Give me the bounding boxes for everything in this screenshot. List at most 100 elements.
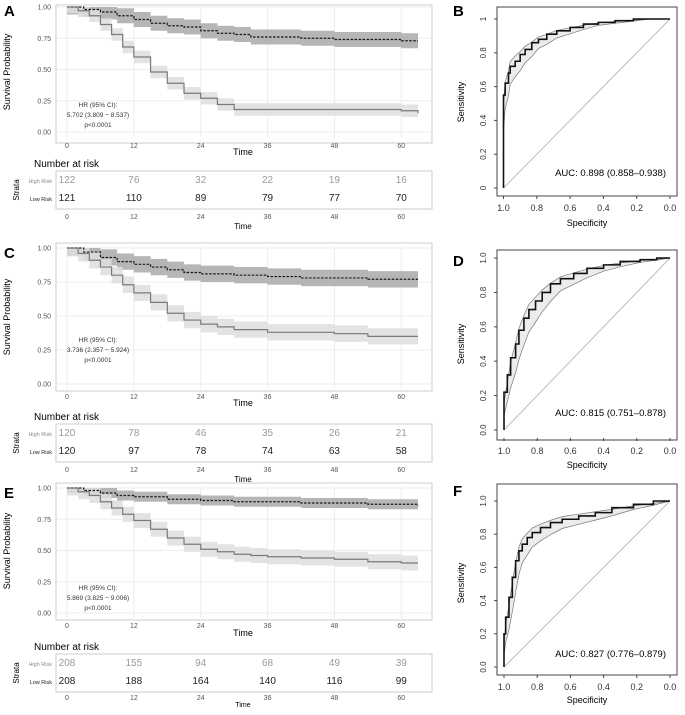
y-tick-labels: 0.00 0.25 0.50 0.75 1.00 [37,5,51,137]
y-tick-label: 0.00 [37,130,51,137]
y-tick-label: 1.00 [37,246,51,253]
roc-panel-b: B 0 0.2 0.4 0.6 0.8 1 1.0 0.8 0.6 0.4 0.2 0.0 Sens… [453,3,678,228]
x-tick-label: 0.2 [631,446,644,456]
roc-plot-frame [496,6,678,197]
roc-curve [502,18,670,188]
risk-count: 19 [329,175,341,186]
roc-plot-frame [496,249,678,441]
x-tick-label: 0.0 [664,682,677,692]
x-tick-label: 0 [65,394,69,401]
auc-label: AUC: 0.815 (0.751–0.878) [555,408,666,419]
y-tick-label: 1 [479,16,488,21]
risk-x-tick-label: 60 [397,695,405,702]
strata-label: Strata [12,662,21,684]
x-tick-label: 48 [331,143,339,150]
y-tick-label: 0.50 [37,548,51,555]
y-tick-labels: 0.00 0.25 0.50 0.75 1.00 [37,486,51,618]
risk-count: 74 [262,446,274,457]
x-tick-labels: 1.0 0.8 0.6 0.4 0.2 0.0 [498,675,677,692]
x-tick-labels: 1.0 0.8 0.6 0.4 0.2 0.0 [498,438,676,456]
risk-count: 21 [396,428,408,439]
auc-label: AUC: 0.898 (0.858–0.938) [555,168,666,179]
risk-x-tick-label: 12 [130,214,138,221]
risk-count: 58 [396,446,408,457]
risk-count: 116 [326,676,342,687]
risk-label-high: High Risk [28,432,52,438]
roc-line [502,18,670,188]
risk-count: 68 [262,658,274,669]
panel-label-a: A [4,3,15,20]
panel-label-b: B [453,3,464,20]
y-tick-label: 0.8 [479,528,488,540]
risk-count: 89 [195,193,207,204]
hr-value: 3.736 (2.357 − 5.924) [67,347,129,354]
y-tick-labels: 0.0 0.2 0.4 0.6 0.8 1.0 [479,495,497,673]
x-tick-label: 0.6 [564,203,577,213]
y-tick-label: 0.75 [37,280,51,287]
roc-plot-frame [496,483,678,676]
x-tick-label: 0.6 [564,446,577,456]
risk-label-low: Low Risk [30,197,53,203]
risk-table-title: Number at risk [34,412,100,423]
y-tick-labels: 0.00 0.25 0.50 0.75 1.00 [37,246,51,389]
risk-count: 97 [128,446,140,457]
diagonal-reference-line [503,18,671,189]
km-plot-frame [55,482,433,621]
y-tick-label: 0.25 [37,98,51,105]
survival-curves [67,487,419,564]
hr-title: HR (95% CI): [79,102,118,109]
x-tick-label: 12 [130,623,138,630]
x-tick-label: 60 [397,143,405,150]
x-tick-label: 60 [397,623,405,630]
confidence-bands [67,488,418,571]
survival-curves [67,6,419,114]
risk-count: 79 [262,193,274,204]
risk-table-frame [55,653,433,693]
roc-x-axis-label: Specificity [567,695,608,705]
x-tick-label: 0.8 [531,203,544,213]
risk-count: 70 [396,193,408,204]
y-tick-label: 0.8 [479,286,488,298]
risk-x-tick-labels: 0 12 24 36 48 60 [65,695,405,702]
risk-count: 208 [59,676,76,687]
risk-count: 63 [329,446,341,457]
risk-x-tick-label: 48 [331,214,339,221]
risk-count: 78 [128,428,140,439]
x-tick-labels: 0 12 24 36 48 60 [65,623,405,630]
y-tick-label: 1.00 [37,5,51,12]
p-value: p<0.0001 [84,122,112,129]
roc-curve [503,500,670,667]
x-tick-label: 36 [264,394,272,401]
y-tick-label: 0.25 [37,348,51,355]
risk-x-tick-label: 0 [65,467,69,474]
risk-count: 164 [192,676,209,687]
km-plot-frame [55,4,433,144]
y-tick-label: 1.0 [479,252,488,264]
y-tick-label: 0.4 [479,114,488,126]
x-tick-label: 48 [331,394,339,401]
risk-x-tick-label: 12 [130,467,138,474]
roc-x-axis-label: Specificity [567,460,608,470]
hr-title: HR (95% CI): [79,337,118,344]
roc-y-axis-label: Sensitivity [456,323,466,364]
x-tick-label: 1.0 [498,682,511,692]
y-tick-label: 1.0 [479,495,488,507]
risk-count: 76 [128,175,140,186]
high-risk-curve [67,6,419,114]
x-tick-label: 24 [197,143,205,150]
risk-count: 99 [396,676,408,687]
low-risk-band [67,488,418,511]
risk-x-tick-label: 24 [197,695,205,702]
km-y-axis-label: Survival Probability [2,512,12,589]
confidence-bands [67,7,418,120]
x-tick-labels: 0 12 24 36 48 60 [65,143,405,150]
low-risk-band [67,7,418,49]
x-tick-label: 0.4 [597,446,610,456]
y-tick-label: 0.0 [479,661,488,673]
y-tick-label: 0.0 [479,424,488,436]
y-tick-label: 0.00 [37,611,51,618]
roc-panel-d: D 0.00.20.40.60.81.0 1.0 0.8 0.6 0.4 0.2 0.0 … [453,249,678,470]
roc-line [503,500,670,667]
roc-y-axis-label: Sensitivity [456,81,466,122]
